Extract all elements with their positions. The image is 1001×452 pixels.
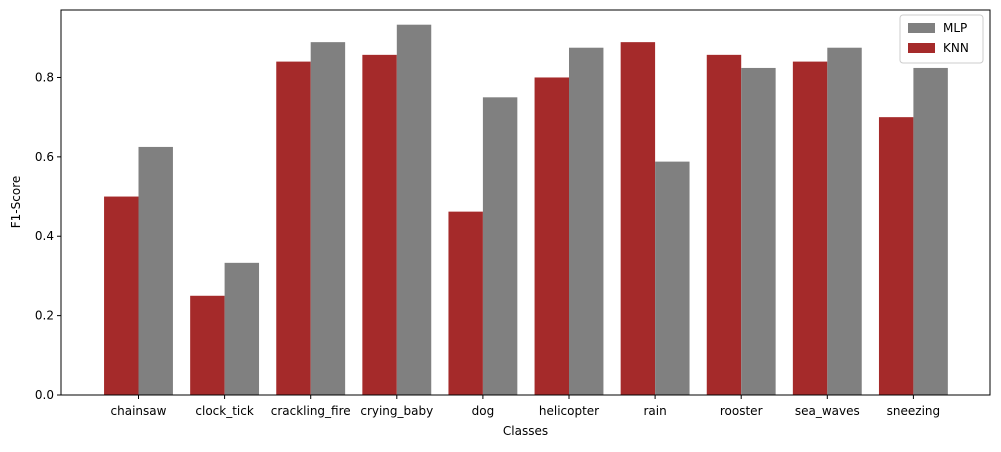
bar-mlp-rain xyxy=(655,161,690,395)
x-tick-label-crying_baby: crying_baby xyxy=(360,404,433,418)
y-tick-label: 0.8 xyxy=(35,70,54,84)
y-tick-label: 0.2 xyxy=(35,309,54,323)
x-tick-label-sneezing: sneezing xyxy=(887,404,940,418)
x-tick-label-chainsaw: chainsaw xyxy=(111,404,167,418)
y-tick-label: 0.4 xyxy=(35,229,54,243)
bar-mlp-crying_baby xyxy=(396,24,432,395)
bar-mlp-sneezing xyxy=(913,67,948,395)
legend: MLP KNN xyxy=(899,14,984,64)
bar-knn-rooster xyxy=(706,54,742,395)
bar-mlp-crackling_fire xyxy=(310,42,346,396)
bar-knn-clock_tick xyxy=(190,295,225,395)
plot-frame xyxy=(60,9,991,396)
bar-mlp-rooster xyxy=(741,67,776,395)
legend-box xyxy=(899,14,984,64)
legend-label-mlp: MLP xyxy=(943,21,967,35)
x-tick-label-sea_waves: sea_waves xyxy=(795,404,860,418)
bar-knn-crying_baby xyxy=(362,54,397,395)
bar-mlp-chainsaw xyxy=(138,146,173,395)
x-tick-label-dog: dog xyxy=(472,404,495,418)
x-axis: chainsaw clock_tick crackling_fire crying_b… xyxy=(111,395,940,418)
bar-knn-dog xyxy=(448,211,483,395)
y-tick-label: 0.0 xyxy=(35,388,54,402)
x-tick-label-rain: rain xyxy=(643,404,666,418)
bar-knn-sneezing xyxy=(878,117,914,395)
bars-layer xyxy=(104,24,948,396)
legend-label-knn: KNN xyxy=(943,41,969,55)
y-axis-title: F1-Score xyxy=(9,176,23,228)
bar-mlp-helicopter xyxy=(569,47,604,396)
y-axis: 0.0 0.2 0.4 0.6 0.8 xyxy=(35,70,61,402)
x-tick-label-rooster: rooster xyxy=(720,404,763,418)
x-tick-label-crackling_fire: crackling_fire xyxy=(271,404,351,418)
bar-mlp-dog xyxy=(482,97,518,395)
legend-swatch-knn xyxy=(908,43,935,53)
x-tick-label-clock_tick: clock_tick xyxy=(195,404,253,418)
bar-knn-crackling_fire xyxy=(276,61,311,395)
bar-knn-helicopter xyxy=(534,77,569,395)
bar-knn-sea_waves xyxy=(792,61,828,395)
y-tick-label: 0.6 xyxy=(35,150,54,164)
bar-knn-chainsaw xyxy=(104,196,139,395)
x-tick-label-helicopter: helicopter xyxy=(539,404,599,418)
bar-mlp-clock_tick xyxy=(224,262,260,395)
bar-knn-rain xyxy=(620,42,656,396)
bar-mlp-sea_waves xyxy=(827,47,862,396)
legend-swatch-mlp xyxy=(908,23,935,33)
x-axis-title: Classes xyxy=(503,424,548,438)
